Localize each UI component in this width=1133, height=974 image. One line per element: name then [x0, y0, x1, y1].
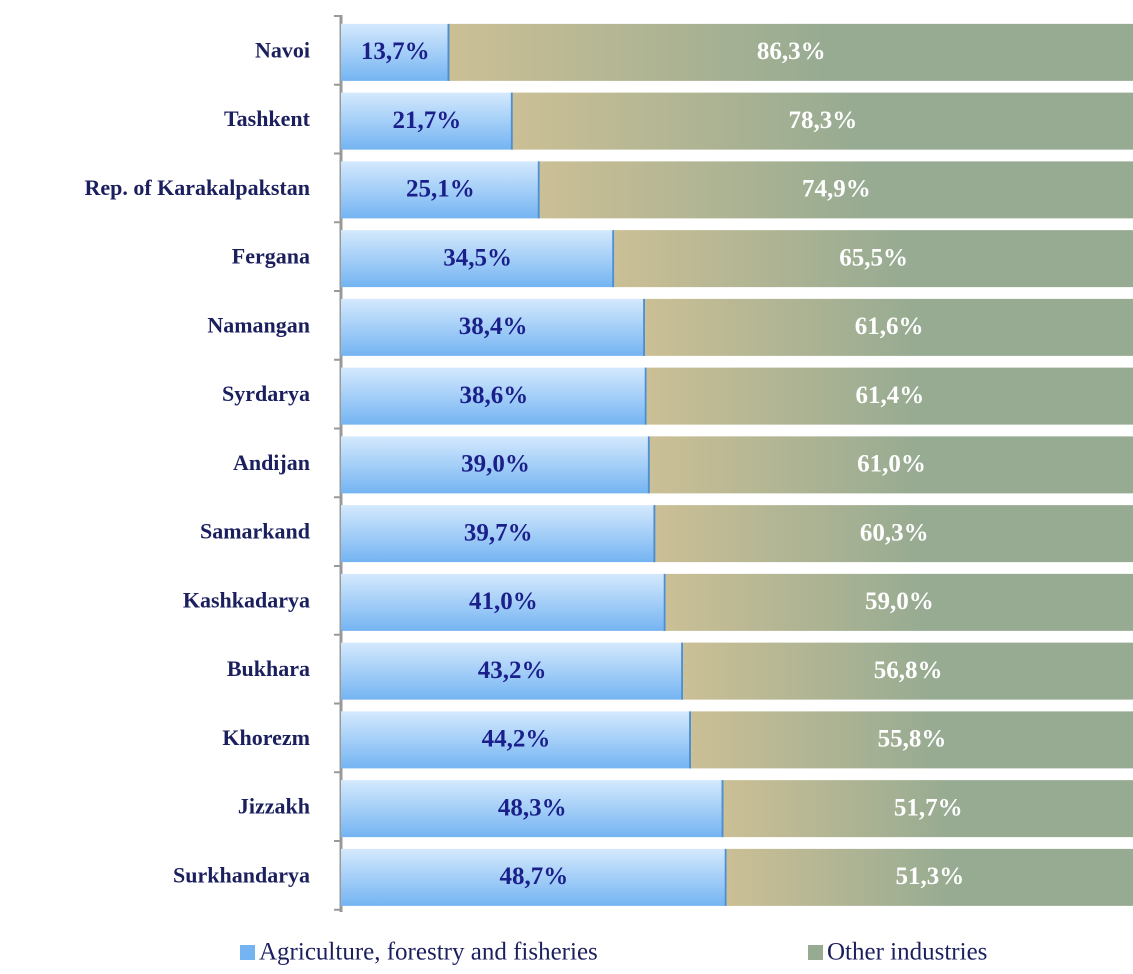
bar-segment [691, 711, 1133, 769]
category-label: Namangan [207, 312, 310, 337]
category-label: Kashkadarya [183, 587, 310, 612]
bar-segment [649, 436, 1133, 494]
data-label: 13,7% [361, 38, 430, 65]
data-label: 34,5% [443, 244, 512, 271]
legend-swatch [808, 945, 823, 960]
bar-segment [645, 298, 1133, 356]
bar-segment [723, 780, 1133, 838]
data-label: 21,7% [393, 107, 462, 134]
bar-segment [341, 780, 724, 838]
bar-segment [341, 848, 727, 906]
category-label: Samarkand [200, 519, 310, 544]
data-label: 44,2% [482, 726, 551, 753]
data-label: 56,8% [874, 657, 943, 684]
bar-segment [726, 848, 1133, 906]
legend-label: Agriculture, forestry and fisheries [259, 939, 598, 966]
bar-segment [665, 573, 1133, 631]
bar-segment [341, 436, 650, 494]
data-label: 59,0% [865, 588, 934, 615]
bar-segment [341, 230, 615, 288]
bar-segment [614, 230, 1133, 288]
bar-segment [341, 505, 656, 563]
category-label: Syrdarya [222, 381, 310, 406]
bar-segment [341, 92, 513, 150]
category-label: Tashkent [224, 106, 311, 131]
data-label: 41,0% [469, 588, 538, 615]
data-label: 48,7% [499, 863, 568, 890]
bar-segment [341, 711, 692, 769]
data-label: 61,6% [855, 313, 924, 340]
category-label: Bukhara [227, 656, 310, 681]
data-label: 43,2% [478, 657, 547, 684]
category-label: Navoi [255, 37, 310, 62]
bar-segment [655, 505, 1133, 563]
bar-segment [341, 573, 666, 631]
category-label: Fergana [232, 244, 310, 269]
data-label: 39,7% [464, 519, 533, 546]
data-label: 38,4% [459, 313, 528, 340]
data-label: 78,3% [789, 107, 858, 134]
bar-segment [512, 92, 1133, 150]
data-label: 39,0% [461, 451, 530, 478]
bar-segment [646, 367, 1133, 425]
data-label: 51,7% [894, 794, 963, 821]
data-label: 60,3% [860, 519, 929, 546]
data-label: 38,6% [459, 382, 528, 409]
data-label: 65,5% [839, 244, 908, 271]
data-label: 51,3% [895, 863, 964, 890]
category-label: Andijan [233, 450, 310, 475]
data-label: 61,4% [855, 382, 924, 409]
bar-segment [449, 23, 1133, 81]
legend-label: Other industries [827, 939, 987, 966]
data-label: 86,3% [757, 38, 826, 65]
bar-segment [683, 642, 1133, 700]
category-label: Jizzakh [238, 794, 310, 819]
data-label: 55,8% [878, 726, 947, 753]
bar-segment [341, 367, 647, 425]
data-label: 48,3% [498, 794, 567, 821]
data-label: 61,0% [857, 451, 926, 478]
data-label: 25,1% [406, 176, 475, 203]
bar-segment [539, 161, 1133, 219]
bar-segment [341, 161, 540, 219]
category-label: Rep. of Karakalpakstan [84, 175, 310, 200]
category-label: Surkhandarya [173, 862, 310, 887]
data-label: 74,9% [802, 176, 871, 203]
legend-swatch [240, 945, 255, 960]
bar-segment [341, 642, 684, 700]
category-label: Khorezm [222, 725, 310, 750]
bar-segment [341, 298, 646, 356]
bar-segment [341, 23, 450, 81]
